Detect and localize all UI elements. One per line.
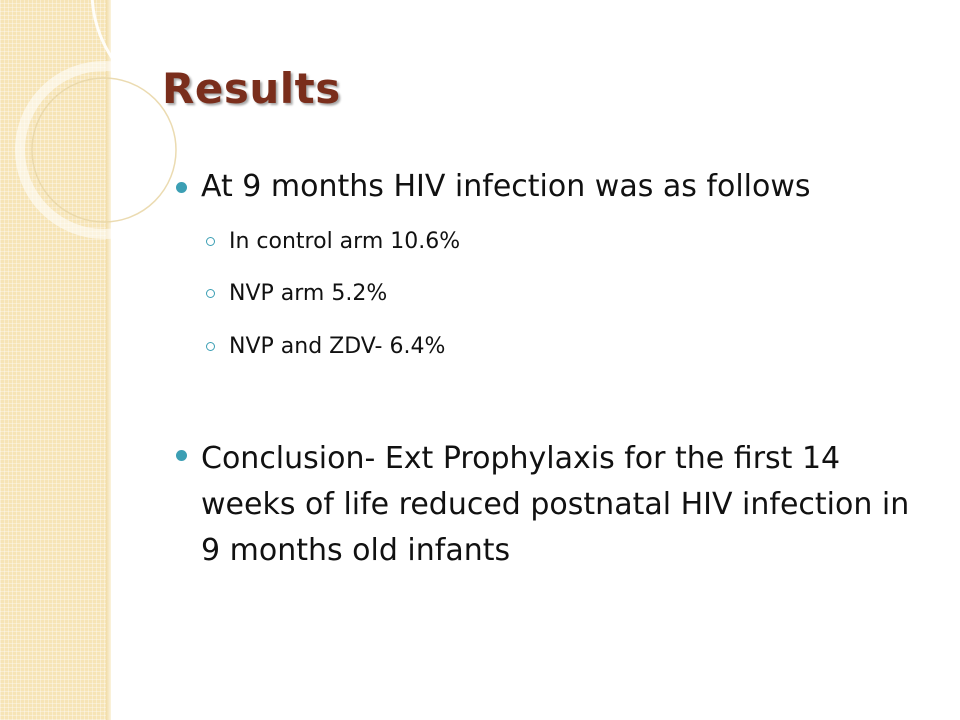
bullet-item: At 9 months HIV infection was as follows (176, 168, 811, 206)
hollow-circle-bullet-icon (206, 289, 215, 298)
slide-title: Results (162, 64, 341, 113)
hollow-circle-bullet-icon (206, 237, 215, 246)
sub-bullet-item: In control arm 10.6% (206, 228, 460, 256)
sub-bullet-item: NVP and ZDV- 6.4% (206, 333, 445, 361)
filled-circle-bullet-icon (176, 450, 187, 461)
hollow-circle-bullet-icon (206, 342, 215, 351)
sub-bullet-text: NVP arm 5.2% (229, 280, 387, 308)
bullet-text: At 9 months HIV infection was as follows (201, 168, 811, 206)
sub-bullet-text: NVP and ZDV- 6.4% (229, 333, 445, 361)
filled-circle-bullet-icon (176, 182, 187, 193)
circles-decoration (0, 0, 240, 260)
bullet-text: Conclusion- Ext Prophylaxis for the firs… (201, 436, 916, 574)
sub-bullet-text: In control arm 10.6% (229, 228, 460, 256)
bullet-item: Conclusion- Ext Prophylaxis for the firs… (176, 436, 916, 574)
sub-bullet-item: NVP arm 5.2% (206, 280, 387, 308)
